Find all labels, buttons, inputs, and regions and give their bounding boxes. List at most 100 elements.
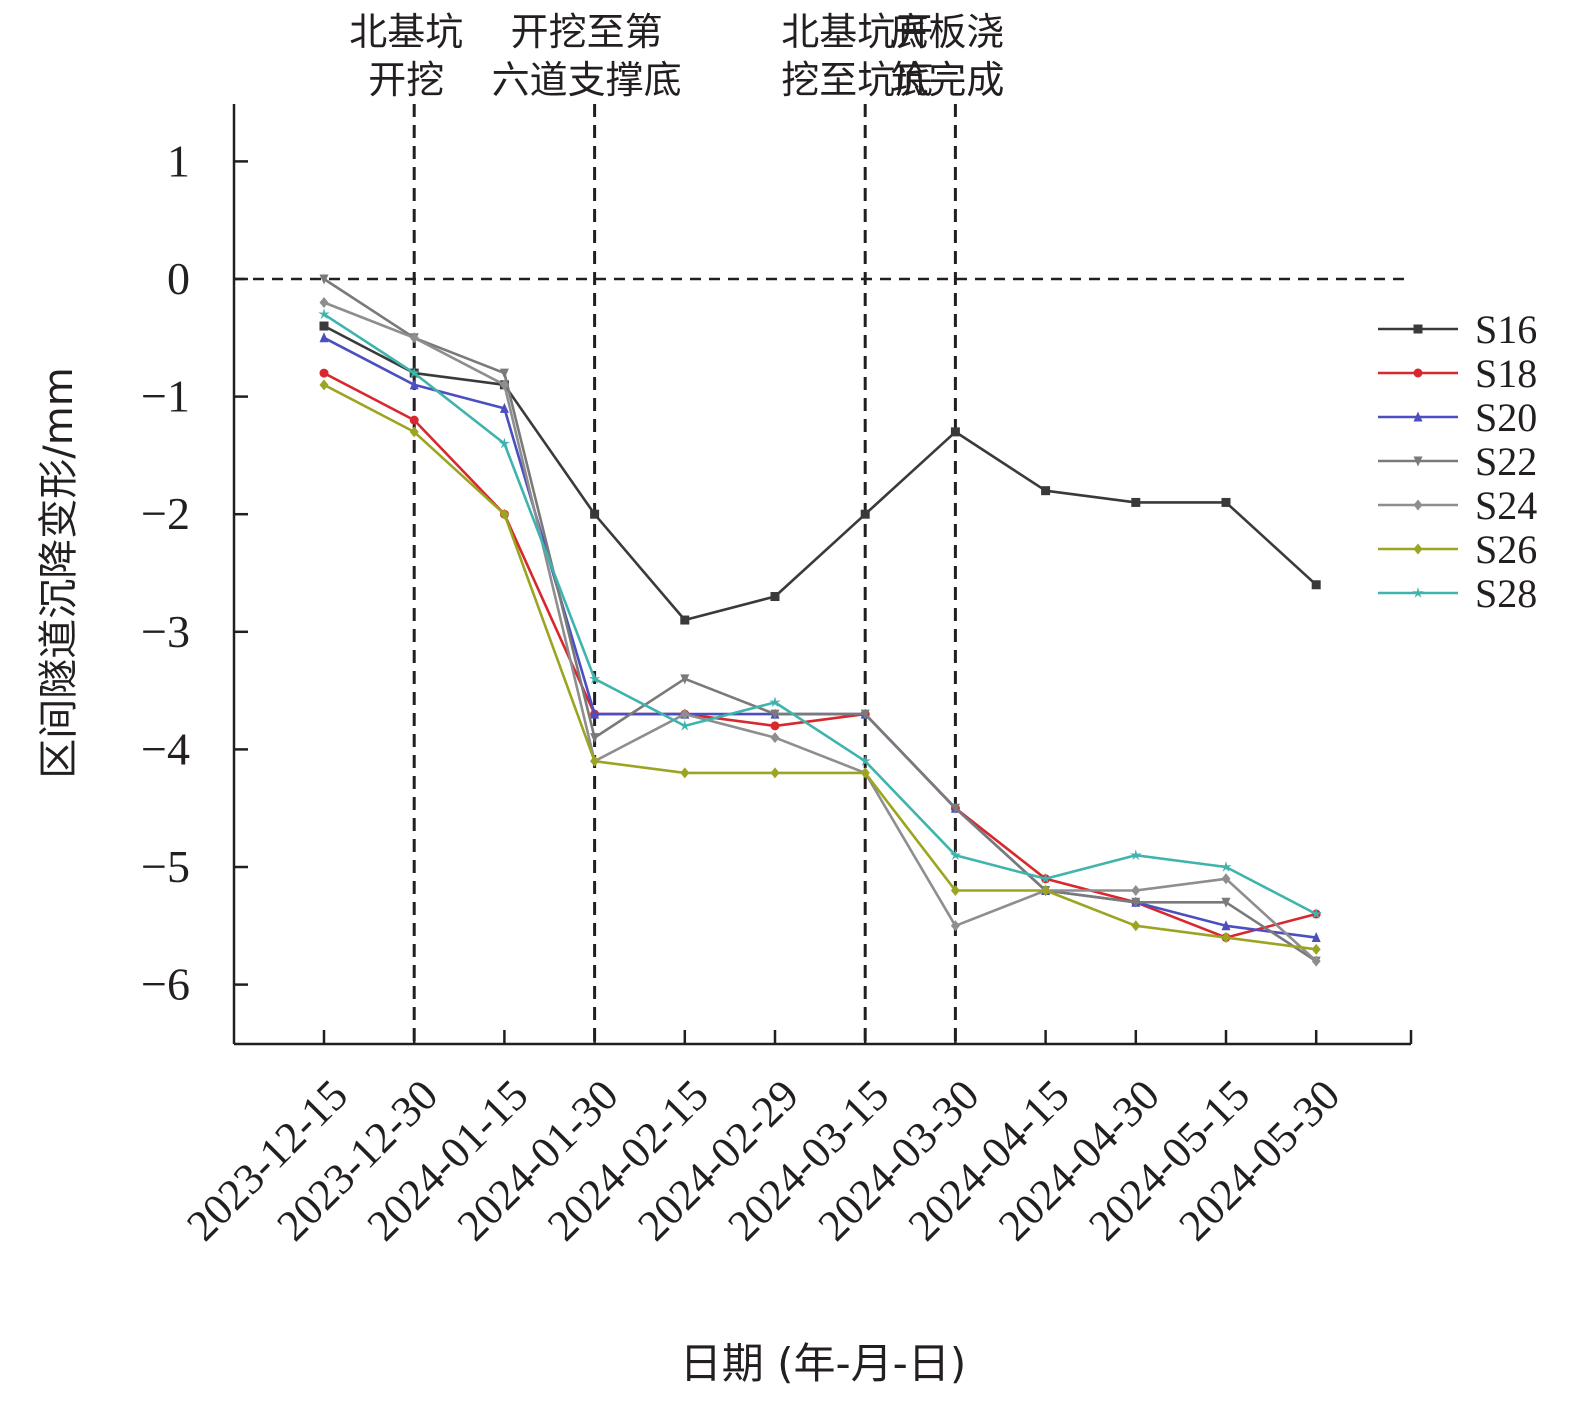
data-point-S24 [770, 732, 780, 744]
data-point-S24 [499, 379, 509, 391]
legend-swatch-marker [1413, 324, 1423, 334]
data-point-S16 [1221, 497, 1231, 507]
series-S24 [319, 297, 1321, 967]
series-line-S22 [323, 277, 1317, 963]
data-point-S28 [1130, 849, 1142, 861]
series-line-S24 [323, 301, 1318, 963]
data-point-S26 [319, 379, 329, 391]
data-point-S16 [860, 509, 870, 519]
legend-item-S26: S26 [1378, 527, 1537, 572]
data-point-S26 [1131, 920, 1141, 932]
legend-swatch-marker [1413, 543, 1423, 555]
data-point-S28 [408, 367, 420, 378]
data-point-S18 [319, 368, 329, 378]
legend-swatch-marker [1413, 411, 1423, 422]
series-line-S18 [323, 371, 1317, 939]
series-S20 [319, 332, 1321, 943]
series-line-S16 [323, 324, 1318, 622]
data-point-S26 [950, 885, 960, 897]
data-point-S20 [319, 332, 329, 343]
data-point-S28 [859, 755, 871, 766]
data-point-S20 [409, 379, 419, 390]
data-point-S22 [1221, 897, 1231, 908]
data-point-S24 [680, 708, 690, 720]
legend-item-S28: S28 [1378, 571, 1537, 616]
series-S28 [318, 308, 1322, 919]
y-axis-label: 区间隧道沉降变形/mm [36, 367, 82, 778]
series-lines [318, 274, 1322, 967]
x-axis-label: 日期 (年-月-日) [680, 1339, 966, 1388]
event-label-2-line-2: 六道支撑底 [492, 58, 682, 102]
data-point-S26 [499, 508, 509, 520]
data-point-S24 [950, 920, 960, 932]
data-point-S22 [680, 674, 690, 685]
legend-swatch-marker [1413, 456, 1423, 467]
event-label-4-line-1: 底板浇 [890, 10, 1004, 54]
data-point-S16 [770, 592, 780, 602]
series-S22 [319, 274, 1321, 967]
data-point-S26 [680, 767, 690, 779]
data-point-S26 [590, 755, 600, 767]
legend-swatch-marker [1413, 368, 1423, 378]
y-tick-label: 0 [167, 253, 190, 304]
data-point-S22 [319, 274, 329, 285]
data-point-S16 [950, 427, 960, 437]
data-point-S28 [318, 308, 330, 320]
legend-label: S24 [1475, 483, 1537, 528]
data-point-S16 [590, 509, 600, 519]
data-point-S28 [1310, 908, 1322, 919]
legend-item-S20: S20 [1378, 395, 1537, 440]
legend-label: S28 [1475, 571, 1537, 616]
y-tick-label: −2 [141, 488, 190, 539]
legend-label: S16 [1475, 307, 1537, 352]
event-label-3-line-1: 北基坑开 [781, 10, 933, 54]
y-tick-label: −1 [141, 371, 190, 422]
series-S16 [319, 321, 1321, 625]
y-tick-label: −6 [141, 959, 190, 1010]
data-point-S28 [679, 719, 691, 731]
series-line-S28 [323, 313, 1317, 916]
legend-item-S18: S18 [1378, 351, 1537, 396]
event-label-3-line-2: 挖至坑底 [781, 58, 933, 102]
data-point-S20 [499, 402, 509, 413]
data-point-S26 [1311, 943, 1321, 955]
y-tick-label: −3 [141, 606, 190, 657]
data-point-S28 [498, 437, 511, 449]
data-point-S18 [409, 415, 419, 425]
data-point-S18 [770, 721, 780, 731]
data-point-S26 [860, 767, 870, 779]
event-label-4-line-2: 筑完成 [890, 58, 1004, 102]
data-point-S22 [860, 709, 870, 720]
data-point-S16 [1041, 486, 1051, 496]
legend-label: S22 [1475, 439, 1537, 484]
legend-label: S26 [1475, 527, 1537, 572]
series-S26 [319, 379, 1321, 955]
data-point-S28 [1220, 861, 1232, 872]
data-point-S22 [770, 709, 780, 720]
legend-label: S20 [1475, 395, 1537, 440]
data-point-S28 [1039, 872, 1052, 884]
data-point-S22 [1131, 897, 1141, 908]
data-point-S24 [1221, 873, 1231, 885]
y-tick-label: −5 [141, 841, 190, 892]
series-line-S26 [323, 383, 1317, 951]
data-point-S20 [1221, 920, 1231, 931]
data-point-S24 [1131, 885, 1141, 897]
data-point-S24 [1311, 955, 1321, 967]
data-point-S20 [1311, 932, 1321, 943]
data-point-S22 [499, 368, 509, 379]
legend-item-S22: S22 [1378, 439, 1537, 484]
y-tick-label: 1 [167, 135, 190, 186]
data-point-S22 [590, 733, 600, 744]
data-point-S26 [770, 767, 780, 779]
data-point-S22 [950, 803, 960, 814]
data-point-S28 [949, 849, 962, 861]
series-line-S20 [323, 336, 1317, 939]
data-point-S28 [769, 696, 781, 708]
data-point-S26 [1041, 885, 1051, 897]
event-label-1-line-1: 北基坑 [349, 10, 463, 54]
data-point-S26 [1221, 932, 1231, 944]
